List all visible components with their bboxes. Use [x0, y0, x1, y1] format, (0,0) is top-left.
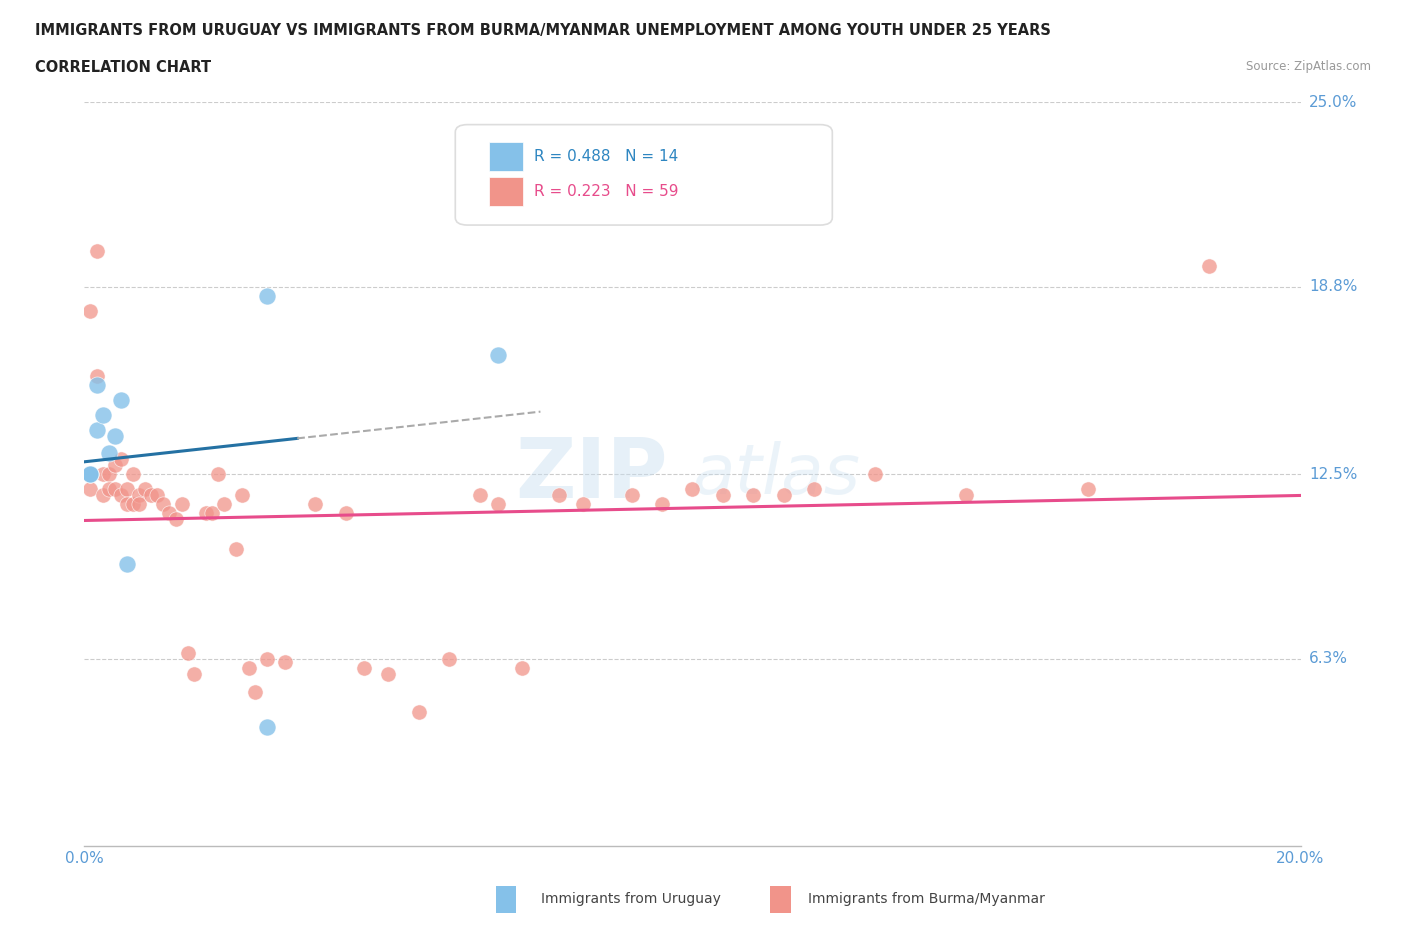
Point [165, 512, 187, 526]
Point [110, 487, 132, 502]
Point [207, 467, 229, 482]
Point [79, 467, 101, 482]
Point [212, 497, 235, 512]
FancyBboxPatch shape [489, 141, 523, 171]
Point [79, 467, 101, 482]
Point [256, 288, 278, 303]
Point [97, 482, 120, 497]
Point [274, 655, 297, 670]
Point [682, 482, 704, 497]
Point [256, 651, 278, 666]
Point [651, 497, 673, 512]
Point [243, 684, 266, 699]
Point [86, 378, 108, 392]
Point [134, 482, 156, 497]
Point [79, 467, 101, 482]
Text: atlas: atlas [693, 441, 860, 508]
Point [194, 506, 218, 521]
Text: R = 0.223   N = 59: R = 0.223 N = 59 [534, 184, 679, 199]
Point [711, 487, 734, 502]
Point [486, 497, 509, 512]
Point [91, 487, 114, 502]
Point [152, 497, 174, 512]
FancyBboxPatch shape [456, 125, 832, 225]
Point [122, 497, 145, 512]
Point [201, 506, 224, 521]
Point [79, 467, 101, 482]
Point [86, 368, 108, 383]
Point [486, 348, 509, 363]
Point [353, 660, 375, 675]
Point [104, 458, 127, 472]
Point [115, 556, 138, 571]
Text: Immigrants from Burma/Myanmar: Immigrants from Burma/Myanmar [808, 892, 1045, 907]
Point [128, 497, 150, 512]
Point [620, 487, 643, 502]
Point [79, 482, 101, 497]
Point [141, 487, 163, 502]
Text: CORRELATION CHART: CORRELATION CHART [35, 60, 211, 75]
Point [177, 645, 200, 660]
Point [1198, 259, 1220, 273]
Point [115, 497, 138, 512]
Point [304, 497, 326, 512]
Point [128, 487, 150, 502]
Text: Immigrants from Uruguay: Immigrants from Uruguay [541, 892, 721, 907]
Point [225, 541, 247, 556]
Point [104, 428, 127, 443]
Point [742, 487, 765, 502]
Point [547, 487, 569, 502]
Point [79, 303, 101, 318]
Text: 6.3%: 6.3% [1309, 651, 1348, 666]
Point [97, 446, 120, 461]
Point [335, 506, 357, 521]
Text: R = 0.488   N = 14: R = 0.488 N = 14 [534, 149, 679, 164]
FancyBboxPatch shape [489, 177, 523, 206]
Point [510, 660, 533, 675]
Point [170, 497, 193, 512]
Text: Source: ZipAtlas.com: Source: ZipAtlas.com [1246, 60, 1371, 73]
Point [955, 487, 977, 502]
Point [110, 392, 132, 407]
Point [146, 487, 169, 502]
Point [104, 482, 127, 497]
Point [238, 660, 260, 675]
Point [91, 467, 114, 482]
Point [97, 467, 120, 482]
Point [122, 467, 145, 482]
Point [1077, 482, 1099, 497]
Point [408, 705, 430, 720]
Text: 18.8%: 18.8% [1309, 279, 1357, 294]
Text: ZIP: ZIP [516, 433, 668, 515]
Point [159, 506, 181, 521]
Point [231, 487, 253, 502]
Point [256, 720, 278, 735]
Point [86, 244, 108, 259]
Point [572, 497, 595, 512]
Point [439, 651, 461, 666]
Point [377, 666, 399, 681]
Text: IMMIGRANTS FROM URUGUAY VS IMMIGRANTS FROM BURMA/MYANMAR UNEMPLOYMENT AMONG YOUT: IMMIGRANTS FROM URUGUAY VS IMMIGRANTS FR… [35, 23, 1052, 38]
Text: 12.5%: 12.5% [1309, 467, 1357, 482]
Point [115, 482, 138, 497]
Point [110, 452, 132, 467]
Text: 25.0%: 25.0% [1309, 95, 1357, 110]
Point [468, 487, 491, 502]
Point [91, 407, 114, 422]
Point [803, 482, 825, 497]
Point [86, 422, 108, 437]
Point [183, 666, 205, 681]
Point [772, 487, 794, 502]
Point [863, 467, 886, 482]
